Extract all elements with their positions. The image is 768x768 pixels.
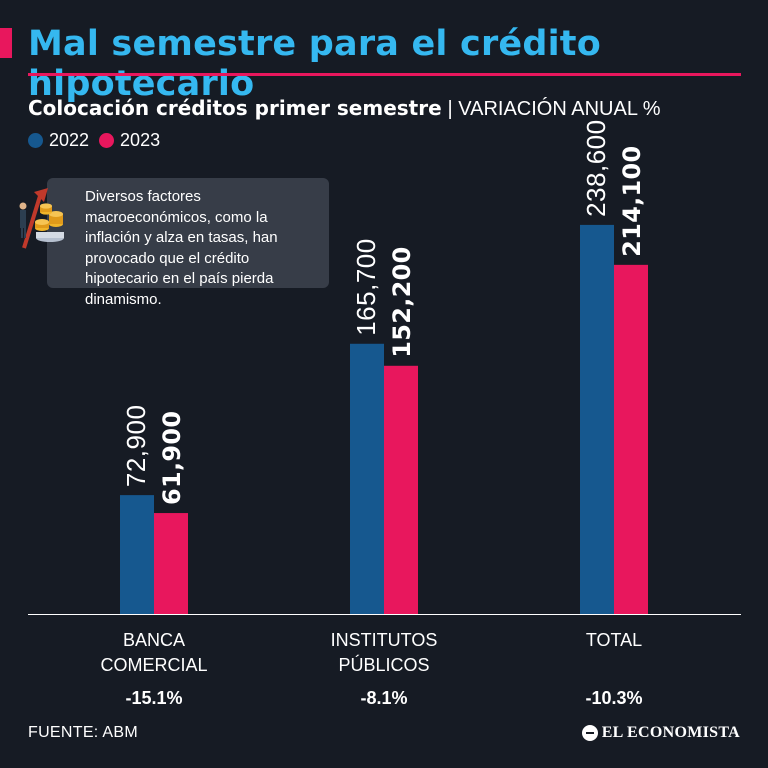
value-label-2023-2: 214,100 — [618, 145, 646, 256]
bar-2023-2 — [614, 264, 648, 614]
chart-subtitle: Colocación créditos primer semestre | VA… — [28, 96, 661, 121]
value-label-2023-0: 61,900 — [158, 411, 186, 505]
note-text: Diversos factores macroeconómicos, como … — [85, 188, 278, 308]
legend-item-2023: 2023 — [99, 130, 160, 151]
brand-mark-icon — [581, 725, 598, 741]
bar-2022-1 — [350, 343, 384, 614]
subtitle-variation: | VARIACIÓN ANUAL % — [447, 98, 661, 120]
bar-2022-0 — [120, 495, 154, 614]
note-box: Diversos factores macroeconómicos, como … — [47, 178, 329, 308]
bar-2023-1 — [384, 365, 418, 614]
category-label-0-0: BANCA — [123, 630, 185, 650]
value-label-2022-2: 238,600 — [581, 119, 611, 216]
bar-2023-0 — [154, 513, 188, 614]
category-label-2-0: TOTAL — [586, 630, 642, 650]
value-label-2022-0: 72,900 — [121, 405, 151, 488]
brand-name: EL ECONOMISTA — [601, 724, 740, 741]
category-label-1-0: INSTITUTOS — [331, 630, 438, 650]
chart-legend: 2022 2023 — [28, 130, 170, 151]
title-underline — [28, 73, 741, 76]
variation-label-2: -10.3% — [585, 688, 642, 708]
variation-label-1: -8.1% — [360, 688, 407, 708]
title-accent-bar — [0, 28, 12, 58]
variation-label-0: -15.1% — [125, 688, 182, 708]
value-label-2023-1: 152,200 — [388, 246, 416, 357]
category-label-1-1: PÚBLICOS — [338, 654, 429, 675]
legend-label-2023: 2023 — [120, 130, 161, 150]
source-note: FUENTE: ABM — [28, 724, 138, 741]
category-label-0-1: COMERCIAL — [100, 655, 207, 675]
value-label-2022-1: 165,700 — [351, 238, 381, 335]
money-growth-icon — [19, 188, 64, 249]
legend-swatch-2023 — [99, 133, 115, 148]
legend-label-2022: 2022 — [49, 130, 90, 150]
bar-2022-2 — [580, 224, 614, 614]
subtitle-main: Colocación créditos primer semestre — [28, 96, 442, 120]
page-title: Mal semestre para el crédito hipotecario — [28, 24, 601, 104]
legend-item-2022: 2022 — [28, 130, 89, 151]
brand-logo: EL ECONOMISTA — [581, 724, 740, 742]
legend-swatch-2022 — [28, 133, 43, 148]
